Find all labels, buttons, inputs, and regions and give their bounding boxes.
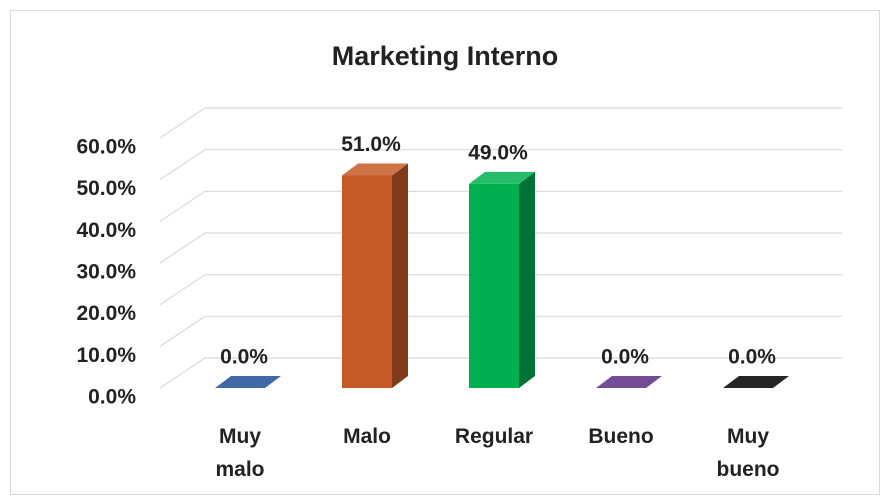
x-tick-label: Muy malo — [215, 425, 265, 481]
bar — [342, 163, 408, 388]
y-tick-label: 0.0% — [88, 386, 136, 409]
x-tick-label: Malo — [343, 425, 391, 448]
x-tick-label: Muy bueno — [716, 425, 780, 481]
value-label: 51.0% — [341, 133, 401, 156]
grid-line — [159, 315, 842, 347]
chart-title: Marketing Interno — [332, 41, 559, 71]
bar-top — [215, 376, 281, 388]
grid-line — [159, 274, 842, 306]
bar — [723, 376, 789, 388]
y-tick-label: 10.0% — [76, 344, 136, 367]
y-tick-label: 50.0% — [76, 177, 136, 200]
value-label: 0.0% — [601, 346, 649, 369]
grid-line — [159, 190, 842, 222]
grid-line — [159, 232, 842, 264]
bar-side — [392, 163, 408, 388]
x-tick-label: Bueno — [588, 425, 654, 448]
bar-top — [342, 163, 408, 176]
bar-top — [596, 376, 662, 388]
grid-line — [159, 357, 842, 389]
value-label: 0.0% — [728, 346, 776, 369]
bar-top — [469, 171, 535, 184]
value-label: 49.0% — [468, 141, 528, 164]
y-tick-label: 60.0% — [76, 136, 136, 159]
bar-front — [469, 183, 519, 388]
bar-front — [342, 175, 392, 388]
bar-top — [723, 376, 789, 388]
bar — [469, 171, 535, 388]
chart-border — [10, 10, 880, 495]
value-label: 0.0% — [220, 346, 268, 369]
y-tick-label: 30.0% — [76, 261, 136, 284]
bar — [596, 376, 662, 388]
grid-line — [159, 149, 842, 181]
x-tick-label: Regular — [454, 425, 534, 448]
bar — [215, 376, 281, 388]
y-tick-label: 40.0% — [76, 219, 136, 242]
grid-line — [159, 107, 842, 139]
bar-side — [519, 171, 535, 388]
y-tick-label: 20.0% — [76, 302, 136, 325]
